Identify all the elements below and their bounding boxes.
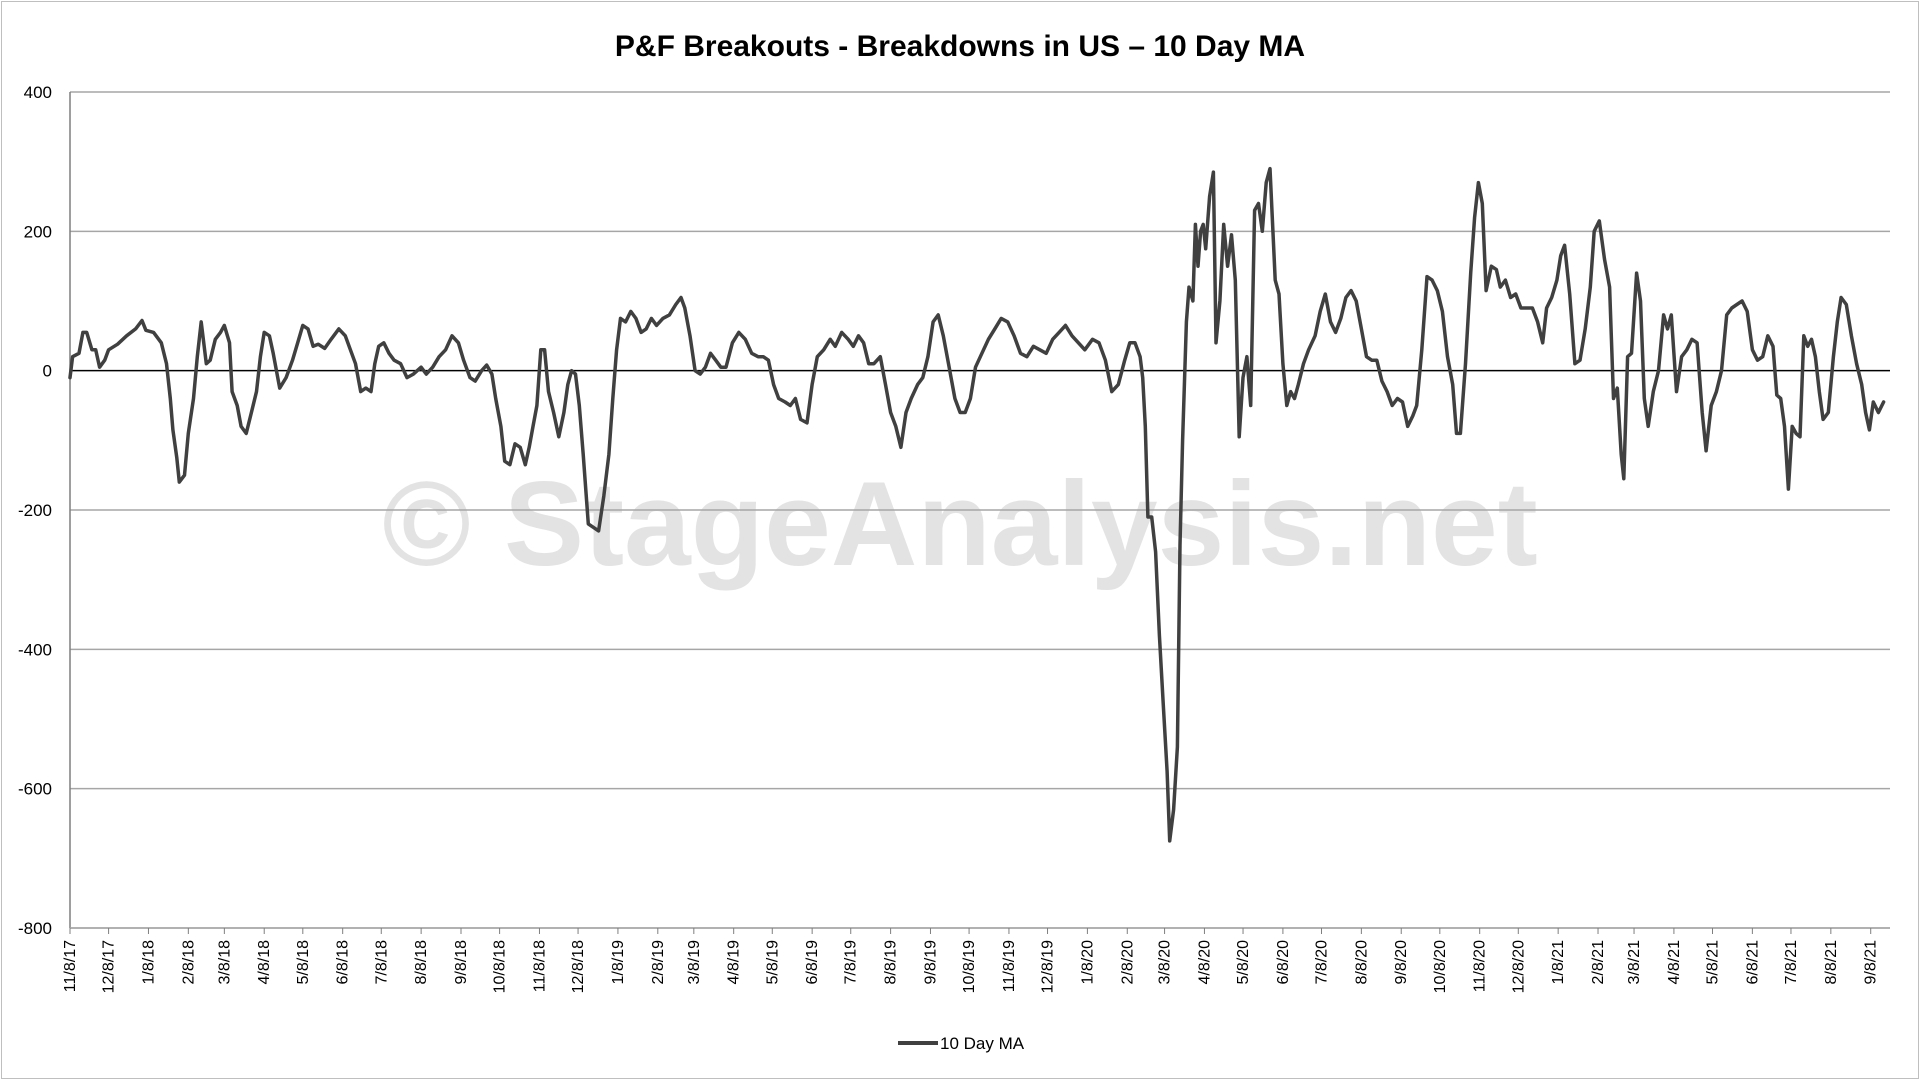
series-layer: [68, 166, 1886, 843]
x-tick-label: 6/8/18: [335, 940, 352, 985]
x-tick-label: 2/8/20: [1119, 940, 1136, 985]
x-tick-label: 3/8/18: [216, 940, 233, 985]
x-tick-label: 8/8/21: [1823, 940, 1840, 985]
y-tick-label: 0: [43, 362, 52, 381]
x-tick-label: 4/8/18: [256, 940, 273, 985]
x-tick-label: 2/8/18: [180, 940, 197, 985]
x-tick-label: 7/8/19: [843, 940, 860, 985]
x-tick-label: 9/8/18: [453, 940, 470, 985]
x-tick-label: 4/8/20: [1196, 940, 1213, 985]
x-tick-label: 7/8/18: [373, 940, 390, 985]
x-tick-label: 4/8/19: [726, 940, 743, 985]
x-tick-label: 3/8/19: [686, 940, 703, 985]
x-tick-label: 5/8/19: [764, 940, 781, 985]
x-tick-label: 11/8/20: [1472, 940, 1489, 992]
gridlines: [70, 91, 1890, 929]
x-tick-label: 12/8/17: [101, 940, 118, 993]
x-tick-label: 3/8/21: [1626, 940, 1643, 985]
x-tick-label: 12/8/19: [1040, 940, 1057, 993]
x-tick-label: 11/8/18: [531, 940, 548, 992]
x-tick-label: 10/8/19: [961, 940, 978, 993]
y-tick-label: -200: [18, 501, 52, 520]
x-tick-label: 10/8/20: [1432, 940, 1449, 993]
x-tick-label: 9/8/20: [1393, 940, 1410, 985]
watermark: © StageAnalysis.net: [382, 457, 1537, 591]
x-tick-label: 1/8/18: [140, 940, 157, 985]
x-tick-label: 7/8/20: [1313, 940, 1330, 985]
x-tick-label: 2/8/21: [1590, 940, 1607, 985]
x-tick-label: 12/8/20: [1510, 940, 1527, 993]
x-tick-label: 5/8/18: [295, 940, 312, 985]
y-tick-label: 200: [24, 222, 52, 241]
x-tick-label: 1/8/19: [610, 940, 627, 985]
y-tick-label: -400: [18, 640, 52, 659]
x-tick-label: 6/8/21: [1744, 940, 1761, 985]
x-axis-tick-labels: 11/8/17 12/8/17 1/8/18 2/8/18 3/8/18 4/8/18 5/…: [62, 940, 1880, 993]
x-tick-label: 8/8/18: [413, 940, 430, 985]
x-tick-label: 11/8/17: [62, 940, 79, 992]
x-tick-label: 8/8/19: [883, 940, 900, 985]
x-tick-label: 4/8/21: [1666, 940, 1683, 985]
x-tick-label: 5/8/21: [1705, 940, 1722, 985]
x-tick-label: 11/8/19: [1001, 940, 1018, 992]
x-tick-label: 6/8/20: [1275, 940, 1292, 985]
y-tick-label: 400: [24, 83, 52, 102]
x-tick-label: 10/8/18: [492, 940, 509, 993]
x-tick-label: 5/8/20: [1235, 940, 1252, 985]
y-tick-label: -600: [18, 780, 52, 799]
y-axis-tick-labels: 400 200 0 -200 -400 -600 -800: [18, 83, 52, 938]
x-tick-label: 9/8/19: [922, 940, 939, 985]
x-tick-label: 8/8/20: [1353, 940, 1370, 985]
watermark-text: © StageAnalysis.net: [382, 457, 1537, 591]
legend-label-10-day-ma: 10 Day MA: [940, 1034, 1025, 1053]
x-tick-label: 2/8/19: [650, 940, 667, 985]
x-tick-label: 1/8/20: [1079, 940, 1096, 985]
chart-title: P&F Breakouts - Breakdowns in US – 10 Da…: [615, 30, 1305, 63]
x-tick-label: 7/8/21: [1783, 940, 1800, 985]
series-line-10-day-ma: [68, 166, 1886, 843]
x-tick-label: 6/8/19: [804, 940, 821, 985]
x-tick-label: 3/8/20: [1157, 940, 1174, 985]
x-tick-label: 1/8/21: [1550, 940, 1567, 985]
legend: 10 Day MA: [898, 1034, 1025, 1053]
x-tick-label: 12/8/18: [570, 940, 587, 993]
y-tick-label: -800: [18, 919, 52, 938]
x-tick-label: 9/8/21: [1863, 940, 1880, 985]
